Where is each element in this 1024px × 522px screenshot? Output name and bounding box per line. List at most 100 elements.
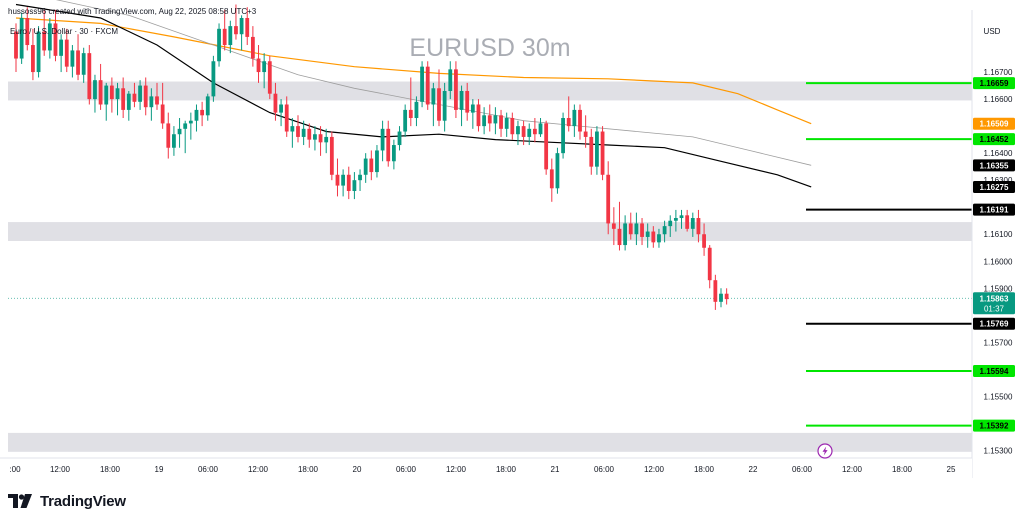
candle-body [318,134,323,143]
horizontal-levels[interactable] [806,82,972,427]
candle-body [76,50,80,75]
candle [31,28,35,81]
price-tag-label: 1.15769 [980,320,1009,329]
candle [267,55,272,100]
candle [104,82,109,121]
candle-body [358,174,362,181]
candle [318,126,323,156]
candle [589,128,594,175]
candle [93,74,97,113]
candle-body [719,293,723,302]
time-tick-label: 21 [551,465,560,474]
price-tick-label: 1.16400 [984,149,1013,158]
candle [177,118,182,148]
time-tick-label: 18:00 [100,465,121,474]
candle [138,80,142,110]
candle [273,82,278,121]
candle-body [476,104,481,127]
candle [284,96,289,137]
candle [645,223,650,248]
candle-body [634,223,639,235]
candle-body [707,247,712,281]
moving-average-line [15,17,812,125]
candle-body [172,134,176,148]
candle [527,123,532,146]
candle-body [369,158,374,173]
price-tag: 1.16191 [973,203,1015,216]
candle [707,245,712,289]
candle [459,85,464,127]
candle-body [132,93,137,102]
candle [143,77,148,116]
candle [341,169,346,197]
candle-body [155,96,159,105]
candle [713,274,718,310]
candle [279,99,283,127]
symbol-legend[interactable]: Euro / U.S. Dollar · 30 · FXCM [10,27,118,36]
candle-body [414,101,419,119]
candle-body [59,39,64,56]
candle-body [448,69,453,91]
price-tag: 1.15594 [973,365,1015,378]
price-scale-ticks: 1.16700 1.16600 1.16400 1.16300 1.16100 1.160… [984,68,1013,455]
candle [454,61,458,119]
candle-body [138,85,142,102]
time-scale[interactable] [0,458,972,478]
price-tag-bg [973,180,1015,193]
price-tag-bg [973,77,1015,90]
candle-body [532,128,537,135]
candle [578,104,582,140]
candle-body [561,118,565,154]
candle-body [279,104,283,113]
candle-body [566,118,571,127]
candle [719,288,723,308]
zone [8,81,972,101]
candle-body [470,104,475,113]
price-tag-label: 1.16659 [980,79,1009,88]
price-tag-label: 1.16191 [980,206,1009,215]
candle-body [380,128,385,151]
candle-body [262,61,267,73]
candle [600,126,605,181]
candle [369,150,374,181]
candle [510,112,515,140]
candle-body [572,109,577,127]
candle-body [217,28,221,62]
zone [8,432,972,452]
candle-body [126,93,131,110]
price-tag: 1.16452 [973,133,1015,146]
candle-body [222,28,227,46]
candle-body [442,90,447,121]
time-tick-label: 18:00 [496,465,517,474]
price-tick-label: 1.15700 [984,338,1013,347]
candle-body [36,31,41,73]
candle [572,104,577,137]
candle [155,82,159,110]
candle-body [177,128,182,135]
candle [414,96,419,127]
candle-body [493,115,498,124]
candle [690,212,695,237]
lightning-icon[interactable] [817,443,833,459]
candle [448,61,453,100]
candle [290,118,295,148]
candle [36,26,41,78]
time-tick-label: 20 [353,465,362,474]
time-tick-label: 06:00 [594,465,615,474]
candle [194,104,199,132]
price-tick-label: 1.15300 [984,446,1013,455]
price-tag: 1.16355 [973,159,1015,172]
candle [549,158,554,202]
price-tick-label: 1.16300 [984,176,1013,185]
candle-body [87,53,92,100]
candle [324,128,329,154]
candle [634,212,639,246]
price-tick-label: 1.16700 [984,68,1013,77]
candle [250,26,255,67]
footer-brand[interactable]: TradingView [8,490,126,512]
price-tag-bg [973,133,1015,146]
candle-body [679,215,684,219]
plot-area[interactable] [8,10,972,478]
